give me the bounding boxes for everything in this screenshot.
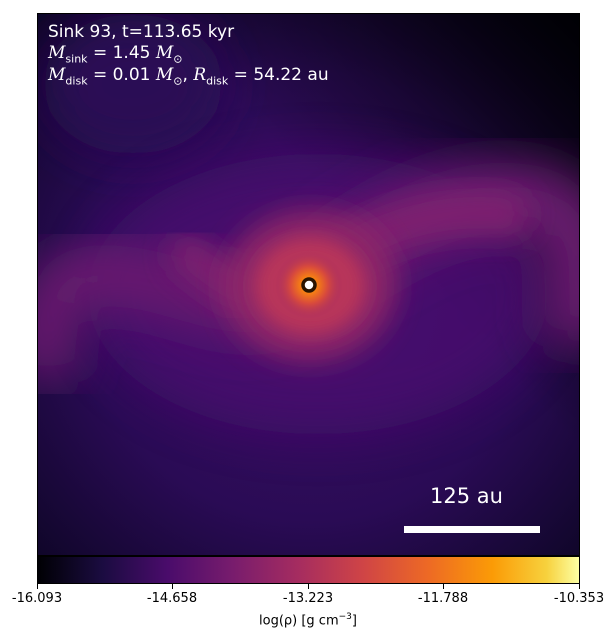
scale-bar [404, 526, 540, 533]
upper-left-gas [43, 14, 223, 154]
colorbar-tick-label: -16.093 [11, 591, 63, 606]
density-map-panel: Sink 93, t=113.65 kyr Msink = 1.45 M⊙ Md… [37, 13, 580, 556]
colorbar-tick [308, 584, 309, 589]
colorbar [37, 556, 580, 584]
colorbar-tick-label: -13.223 [282, 591, 334, 606]
sink-time-label: Sink 93, t=113.65 kyr [48, 22, 235, 42]
colorbar-tick [443, 584, 444, 589]
disk-properties-label: Mdisk = 0.01 M⊙, Rdisk = 54.22 au [48, 65, 329, 88]
density-map-image [38, 14, 579, 555]
colorbar-tick-label: -10.353 [553, 591, 605, 606]
colorbar-tick [37, 584, 38, 589]
colorbar-tick [579, 584, 580, 589]
colorbar-tick [172, 584, 173, 589]
colorbar-tick-label: -11.788 [417, 591, 469, 606]
colorbar-label: log(ρ) [g cm−3] [259, 612, 357, 629]
sink-mass-label: Msink = 1.45 M⊙ [48, 43, 183, 66]
scale-bar-label: 125 au [430, 484, 503, 508]
colorbar-tick-label: -14.658 [146, 591, 198, 606]
sink-particle-marker [301, 277, 317, 293]
